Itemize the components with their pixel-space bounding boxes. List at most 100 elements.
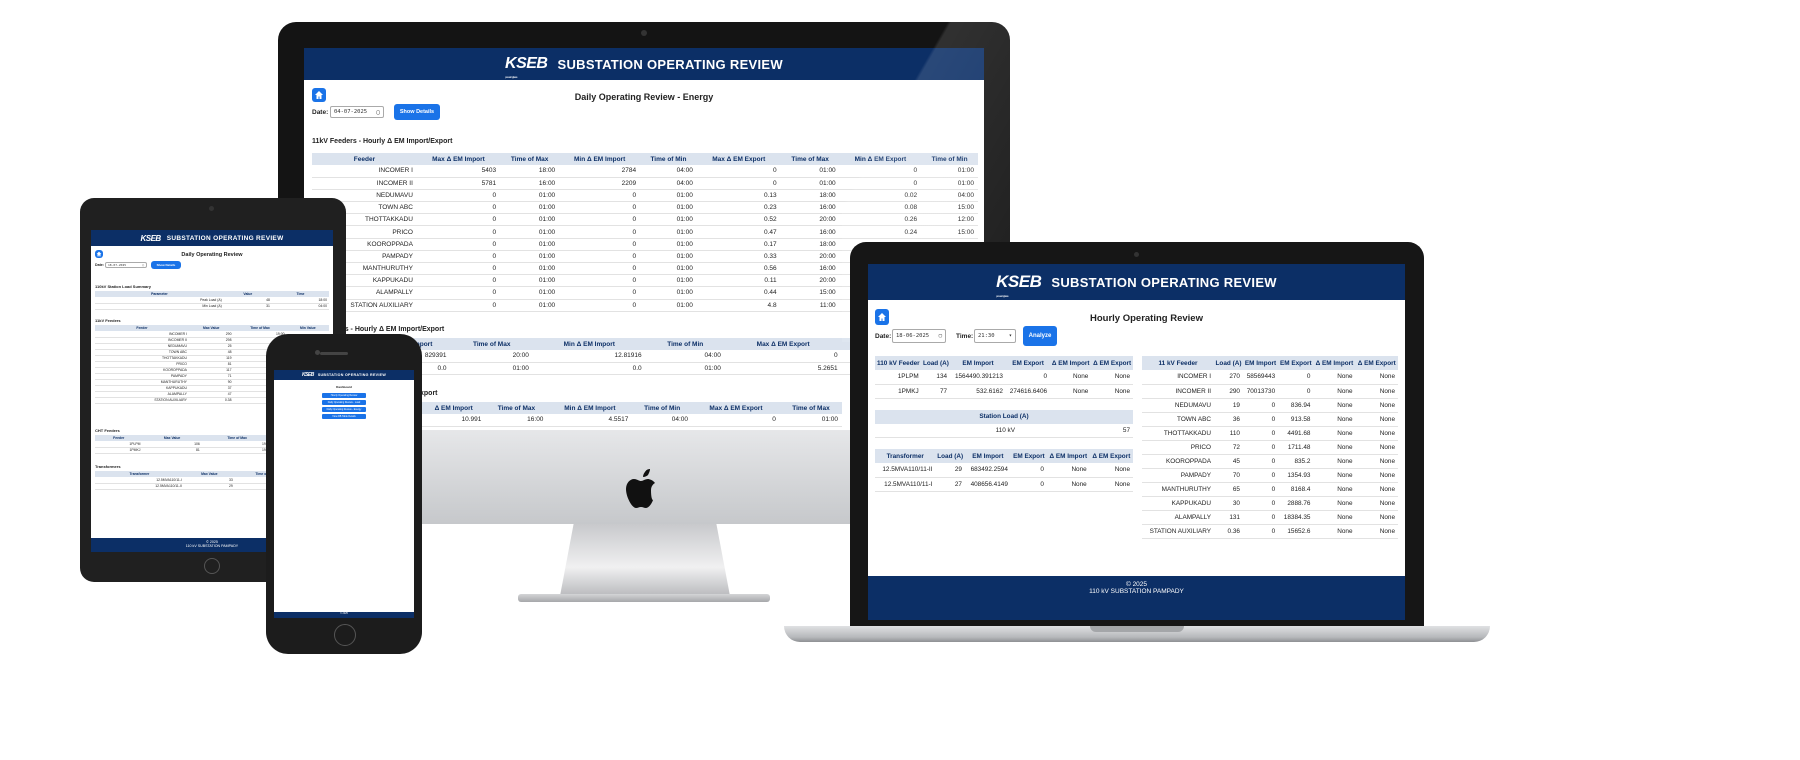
- station-load-title: Station Load (A): [875, 410, 1133, 424]
- table-cell: 1354.93: [1278, 468, 1314, 483]
- table-cell: 04:00: [921, 189, 978, 203]
- home-button[interactable]: [312, 88, 326, 102]
- table-cell: 532.6162: [950, 384, 1006, 399]
- column-header: Time of Min: [645, 338, 725, 350]
- table-cell: None: [1089, 477, 1133, 492]
- dashboard-menu-button[interactable]: View DB Table Details: [322, 414, 366, 419]
- column-header: Min Δ EM Import: [547, 402, 633, 414]
- column-header: EM Export: [1278, 356, 1314, 370]
- table-cell: 20:00: [780, 213, 840, 227]
- table-cell: 290: [1214, 384, 1243, 399]
- table-row: 10.991 16:00 4.5517 04:00 0 01:00: [422, 414, 842, 427]
- date-value: 18-06-2025: [896, 333, 930, 339]
- home-icon: [878, 313, 886, 321]
- table-cell: 0.52: [696, 213, 781, 227]
- home-button[interactable]: [875, 309, 889, 325]
- table-cell: 16:00: [780, 262, 840, 276]
- table-row: PAMPADY 70 0 1354.93 None None: [1142, 468, 1398, 483]
- table-cell: None: [1050, 370, 1092, 385]
- column-header: Load (A): [921, 356, 951, 370]
- table-cell: 2209: [559, 177, 641, 190]
- table-cell: 0: [1278, 370, 1314, 385]
- table-cell: INCOMER I: [95, 331, 189, 338]
- time-select[interactable]: 21:30 ▾: [974, 329, 1016, 343]
- table-cell: None: [1355, 412, 1398, 427]
- table-cell: THOTTAKKADU: [95, 355, 189, 362]
- column-header: Time of Max: [780, 153, 840, 165]
- table-cell: NEDUMAVU: [95, 343, 189, 350]
- table-cell: 2888.76: [1278, 496, 1314, 511]
- table-cell: 0: [1242, 426, 1279, 441]
- table-cell: 81: [142, 447, 202, 454]
- table-cell: 0: [1010, 477, 1047, 492]
- dashboard-menu-button[interactable]: Daily Operating Review - Energy: [322, 407, 366, 412]
- table-cell: 1PMKJ: [95, 447, 143, 454]
- table-cell: None: [1355, 482, 1398, 497]
- table-cell: 0.56: [696, 262, 781, 276]
- table-cell: 01:00: [640, 201, 697, 215]
- column-header: Time of Max: [485, 402, 548, 414]
- table-cell: 19:00: [233, 331, 287, 338]
- table-cell: 01:00: [640, 225, 697, 239]
- table-cell: NEDUMAVU: [1142, 398, 1215, 413]
- table-cell: 01:00: [500, 299, 560, 312]
- column-header: EM Export: [1010, 449, 1047, 463]
- ipad-camera: [209, 206, 214, 211]
- column-header: Feeder: [95, 435, 143, 441]
- table-cell: 0: [692, 414, 780, 427]
- table-cell: 20:00: [780, 250, 840, 264]
- table-cell: 0.33: [696, 250, 781, 264]
- table-cell: TOWN ABC: [1142, 412, 1215, 427]
- table-cell: 0: [416, 299, 501, 312]
- table-cell: 48: [188, 349, 234, 356]
- table-cell: 0: [416, 189, 501, 203]
- table-cell: INCOMER II: [95, 337, 189, 344]
- table-cell: 1564490.391213: [950, 370, 1006, 385]
- column-header: Value: [223, 291, 272, 297]
- show-details-button[interactable]: Show Details: [151, 261, 181, 269]
- table-cell: 8168.4: [1278, 482, 1314, 497]
- table-cell: 01:00: [921, 165, 978, 178]
- analyze-button[interactable]: Analyze: [1023, 326, 1057, 346]
- station-load-section: 110kV Station Load Summary Parameter Valu…: [91, 282, 333, 310]
- table-cell: None: [1046, 463, 1090, 478]
- date-input[interactable]: 18-06-2025 ▢: [892, 329, 946, 343]
- app-header: KSEB SUBSTATION OPERATING REVIEW: [274, 370, 414, 380]
- table-cell: 01:00: [640, 274, 697, 288]
- table-cell: 1PLPM: [95, 441, 143, 448]
- table-cell: 31: [223, 303, 272, 310]
- column-header: Transformer: [875, 449, 936, 463]
- table-cell: ALAMPALLY: [1142, 510, 1215, 525]
- show-details-button[interactable]: Show Details: [394, 104, 440, 120]
- table-cell: 0: [1242, 440, 1279, 455]
- column-header: EM Import: [1242, 356, 1279, 370]
- station-load-label: 110 kV: [995, 427, 1015, 434]
- table-cell: 0: [559, 201, 641, 215]
- dashboard-menu-button[interactable]: Daily Operating Review - Load: [322, 400, 366, 405]
- table-cell: 0: [559, 213, 641, 227]
- table-cell: None: [1355, 426, 1398, 441]
- table-cell: 29: [935, 463, 965, 478]
- date-input[interactable]: 04-07-2025 ▢: [330, 106, 384, 118]
- section-title: 110kV Station Load Summary: [95, 284, 152, 289]
- time-value: 21:30: [978, 333, 995, 339]
- column-header: Max Δ EM Export: [692, 402, 780, 414]
- time-label: Time:: [956, 333, 974, 340]
- home-button[interactable]: [95, 250, 103, 258]
- table-cell: STATION AUXILIARY: [1142, 524, 1215, 539]
- table-cell: None: [1355, 510, 1398, 525]
- app-title: SUBSTATION OPERATING REVIEW: [1051, 274, 1277, 290]
- column-header: Δ EM Export: [1091, 356, 1133, 370]
- table-row: TOWN ABC 36 0 913.58 None None: [1142, 412, 1398, 427]
- table-cell: 12.5MVA110/11-I: [875, 477, 936, 492]
- page-title: Daily Operating Review: [181, 252, 243, 258]
- column-header: Feeder: [312, 153, 417, 165]
- table-cell: 835.2: [1278, 454, 1314, 469]
- dashboard-menu-button[interactable]: Hourly Operating Review: [322, 393, 366, 398]
- table-cell: 01:00: [500, 274, 560, 288]
- column-header: EM Export: [1005, 356, 1051, 370]
- table-cell: 36: [1214, 412, 1243, 427]
- table-cell: INCOMER II: [1142, 384, 1215, 399]
- table-cell: 01:00: [921, 177, 978, 190]
- date-input[interactable]: 18-07-2025 ▢: [105, 262, 147, 268]
